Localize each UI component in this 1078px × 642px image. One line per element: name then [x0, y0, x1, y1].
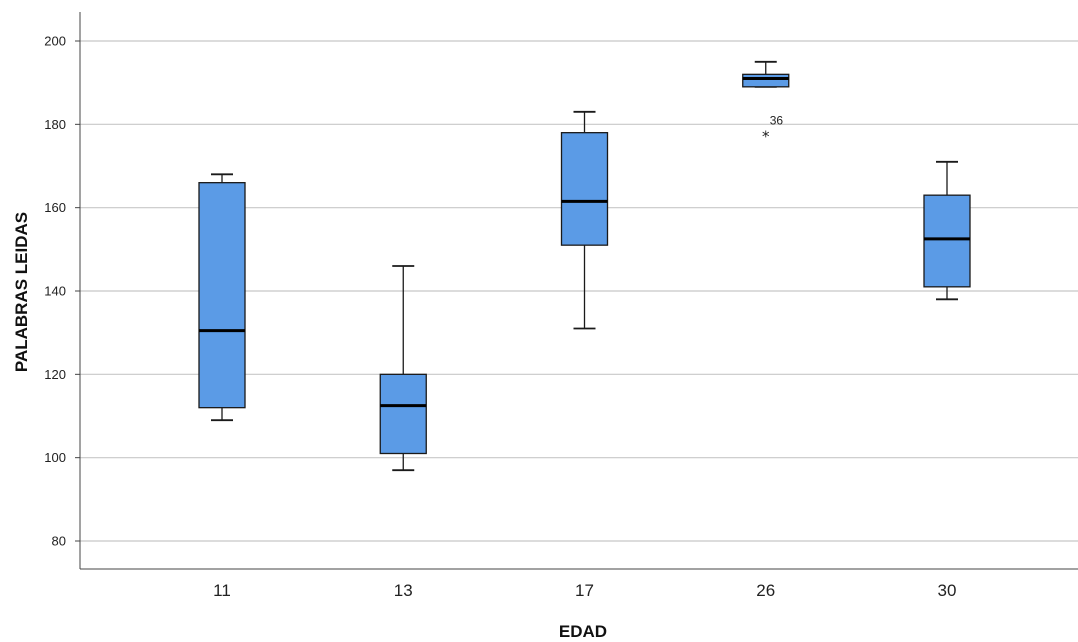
- y-tick-label-140: 140: [44, 284, 66, 299]
- x-tick-label-30: 30: [938, 581, 957, 600]
- y-tick-label-80: 80: [52, 534, 66, 549]
- x-tick-label-13: 13: [394, 581, 413, 600]
- x-tick-label-17: 17: [575, 581, 594, 600]
- box-17: [560, 110, 609, 330]
- box-11: [198, 173, 246, 422]
- box-13: [379, 265, 427, 472]
- iqr-box-30: [923, 194, 971, 288]
- x-tick-labels: 11 13 17 26 30: [213, 581, 956, 600]
- y-tick-label-200: 200: [44, 34, 66, 49]
- box-26: [742, 60, 790, 88]
- iqr-box-13: [379, 373, 427, 455]
- outlier-label-36: 36: [770, 114, 784, 128]
- y-axis-title: PALABRAS LEIDAS: [12, 212, 31, 372]
- y-tick-label-120: 120: [44, 367, 66, 382]
- iqr-box-11: [198, 182, 246, 409]
- y-tick-label-180: 180: [44, 117, 66, 132]
- boxes: *36: [198, 60, 971, 472]
- iqr-box-26: [742, 73, 790, 88]
- iqr-box-17: [560, 132, 609, 246]
- y-tick-label-100: 100: [44, 450, 66, 465]
- box-30: [923, 160, 971, 301]
- outlier-marker-36: *: [762, 128, 770, 146]
- y-tick-label-160: 160: [44, 200, 66, 215]
- x-tick-label-26: 26: [756, 581, 775, 600]
- x-tick-label-11: 11: [213, 581, 231, 600]
- y-tick-labels: 80 100 120 140 160 180 200: [44, 34, 80, 549]
- x-axis-title: EDAD: [559, 622, 607, 641]
